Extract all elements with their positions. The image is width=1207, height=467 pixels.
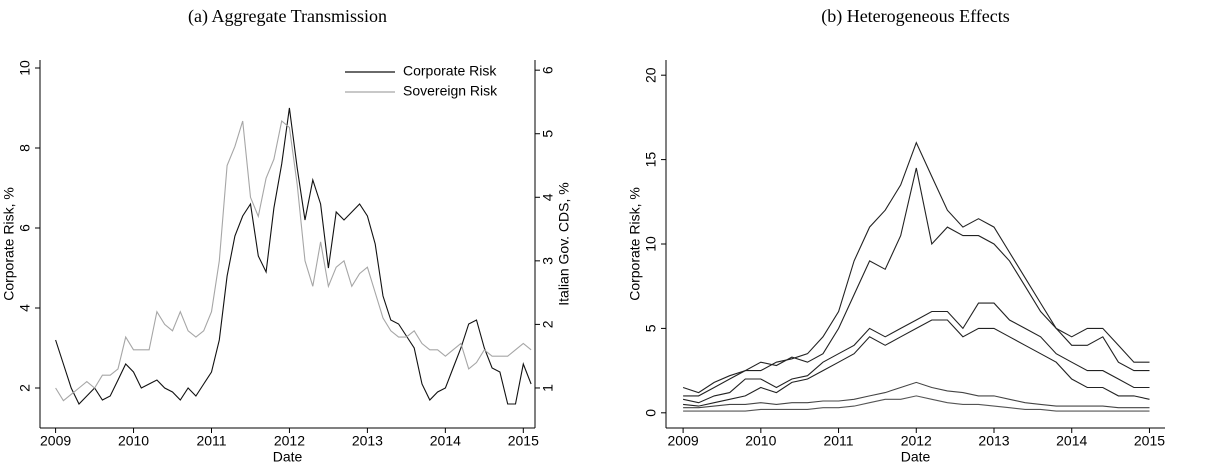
y-tick-label: 15 xyxy=(643,152,659,168)
series-line xyxy=(683,395,1150,412)
x-tick-label: 2013 xyxy=(352,433,383,449)
x-tick-label: 2009 xyxy=(668,433,699,449)
x-tick-label: 2014 xyxy=(1056,433,1087,449)
y2-tick-label: 3 xyxy=(540,257,556,265)
chart-title: (a) Aggregate Transmission xyxy=(188,6,387,27)
x-tick-label: 2014 xyxy=(430,433,461,449)
y-tick-label: 8 xyxy=(17,144,33,152)
series-line xyxy=(55,107,532,405)
x-tick-label: 2013 xyxy=(978,433,1009,449)
x-tick-label: 2009 xyxy=(40,433,71,449)
x-tick-label: 2010 xyxy=(118,433,149,449)
y-tick-label: 6 xyxy=(17,224,33,232)
chart-title: (b) Heterogeneous Effects xyxy=(821,6,1010,27)
x-tick-label: 2012 xyxy=(274,433,305,449)
series-line xyxy=(682,167,1150,394)
y2-tick-label: 1 xyxy=(540,384,556,392)
y-tick-label: 2 xyxy=(17,384,33,392)
y-tick-label: 5 xyxy=(643,324,659,332)
y-tick-label: 4 xyxy=(17,304,33,312)
legend-label: Sovereign Risk xyxy=(403,83,498,99)
x-tick-label: 2015 xyxy=(508,433,539,449)
series-line xyxy=(682,302,1150,404)
y-axis-label: Corporate Risk, % xyxy=(627,187,643,301)
series-line xyxy=(55,119,532,402)
y2-tick-label: 5 xyxy=(540,130,556,138)
y-tick-label: 10 xyxy=(17,60,33,76)
x-tick-label: 2015 xyxy=(1134,433,1165,449)
y2-tick-label: 6 xyxy=(540,66,556,74)
y-tick-label: 0 xyxy=(643,409,659,417)
x-tick-label: 2012 xyxy=(901,433,932,449)
series-line xyxy=(683,381,1150,409)
series-line xyxy=(683,319,1150,407)
x-axis-label: Date xyxy=(901,449,931,465)
y2-axis-label: Italian Gov. CDS, % xyxy=(556,182,572,305)
y-tick-label: 10 xyxy=(643,236,659,252)
y-tick-label: 20 xyxy=(643,67,659,83)
x-tick-label: 2011 xyxy=(823,433,853,449)
x-tick-label: 2011 xyxy=(196,433,226,449)
y2-tick-label: 2 xyxy=(540,320,556,328)
x-axis-label: Date xyxy=(273,449,303,465)
series-line xyxy=(683,141,1150,397)
legend-label: Corporate Risk xyxy=(403,63,497,79)
y2-tick-label: 4 xyxy=(540,193,556,201)
y-axis-label: Corporate Risk, % xyxy=(1,187,17,301)
x-tick-label: 2010 xyxy=(745,433,776,449)
